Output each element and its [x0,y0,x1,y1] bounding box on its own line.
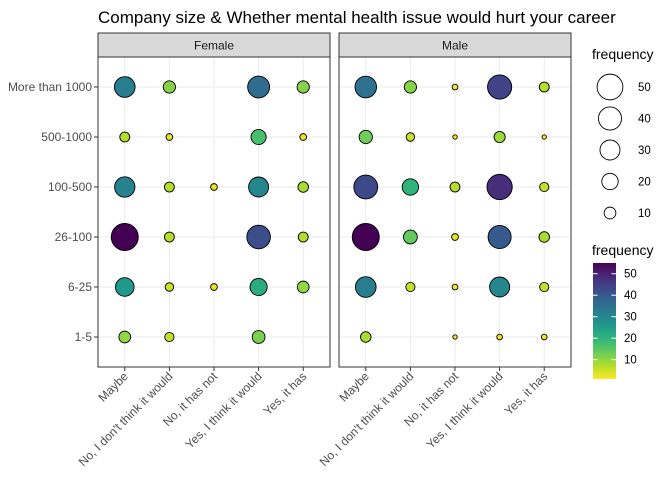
point-female-100-500-yes-it-has [297,181,309,193]
point-male-6-25-maybe [354,276,377,298]
point-male-500-1000-yes-it-has [541,134,547,140]
point-female-6-25-yes-it-has [296,280,310,294]
point-male-1-5-maybe [360,331,372,343]
point-female-500-1000-yes-it-has [299,133,308,141]
point-male-100-500-yes-it-has [539,181,550,193]
y-axis: 1-5 6-25 26-100 100-500 500-1000 More than 10… [8,80,98,344]
point-female-1-5-maybe [118,330,132,344]
point-male-more-than-1000-maybe [354,75,378,99]
point-male-1-5-yes-it-has [540,333,548,341]
point-male-500-1000-no-it-has-not [452,134,458,140]
point-female-100-500-maybe [114,176,136,198]
point-female-6-25-no-i-don-t-think-it-would [164,282,175,292]
point-male-26-100-maybe [351,223,380,251]
point-female-500-1000-no-i-don-t-think-it-would [165,133,174,141]
chart-title: Company size & Whether mental health iss… [98,8,616,27]
point-male-1-5-no-it-has-not [452,334,458,340]
point-male-26-100-yes-it-has [538,231,550,243]
x-tick-label: Yes, it has [502,369,551,418]
color-legend-label: 20 [624,333,637,345]
point-female-6-25-no-it-has-not [210,283,218,291]
y-tick-label: 100-500 [48,180,92,194]
point-female-500-1000-yes-i-think-it-would [250,128,267,146]
size-legend: frequency 50 40 30 20 10 [592,46,653,220]
y-tick-label: 26-100 [55,230,93,244]
point-male-100-500-no-i-don-t-think-it-would [401,178,420,196]
point-male-26-100-no-i-don-t-think-it-would [403,229,418,245]
point-male-500-1000-yes-i-think-it-would [493,130,506,144]
colorbar [593,263,616,379]
size-legend-label: 30 [638,145,651,157]
facet-strip [338,32,572,58]
point-female-100-500-yes-i-think-it-would [248,176,270,198]
point-female-100-500-no-i-don-t-think-it-would [163,181,175,193]
point-female-more-than-1000-no-i-don-t-think-it-would [162,80,176,94]
point-female-500-1000-maybe [119,131,131,143]
point-male-500-1000-maybe [358,129,373,145]
size-legend-key [601,172,619,191]
point-female-1-5-no-i-don-t-think-it-would [164,331,175,343]
y-tick-label: 500-1000 [41,130,92,144]
facet-strip-label: Female [194,39,234,53]
size-legend-title: frequency [592,46,653,62]
point-male-100-500-maybe [353,174,379,200]
x-tick-label: Maybe [96,369,132,405]
point-male-more-than-1000-no-it-has-not [451,83,459,91]
size-legend-key [599,139,621,161]
point-female-1-5-yes-i-think-it-would [251,330,266,344]
size-legend-label: 40 [638,114,651,126]
point-male-6-25-yes-i-think-it-would [489,276,511,298]
point-male-more-than-1000-no-i-don-t-think-it-would [403,80,417,94]
x-tick-label: Yes, I think it would [183,369,265,451]
point-male-6-25-no-it-has-not [451,283,459,291]
y-tick-label: 1-5 [75,330,93,344]
point-male-6-25-yes-it-has [539,281,550,293]
x-tick-label: Yes, it has [261,369,310,418]
point-female-more-than-1000-yes-it-has [296,80,310,94]
facet-strip [97,32,331,58]
point-male-100-500-yes-i-think-it-would [486,173,513,201]
size-legend-key [598,106,622,131]
size-legend-key [603,206,617,220]
size-legend-label: 50 [638,82,651,94]
size-legend-key [596,73,624,101]
facet-panels: Female Male [97,32,572,368]
point-female-6-25-yes-i-think-it-would [249,277,268,297]
point-female-26-100-no-i-don-t-think-it-would [163,231,175,243]
point-male-100-500-no-it-has-not [449,181,461,193]
point-male-26-100-yes-i-think-it-would [487,225,512,249]
point-female-more-than-1000-yes-i-think-it-would [247,75,271,99]
point-male-500-1000-no-i-don-t-think-it-would [405,132,416,142]
color-legend: frequency 50 40 30 20 10 [592,242,653,379]
y-tick-label: 6-25 [68,280,92,294]
point-female-6-25-maybe [114,277,135,297]
point-male-6-25-no-i-don-t-think-it-would [405,281,416,293]
point-male-26-100-no-it-has-not [451,233,459,241]
color-legend-label: 50 [624,269,637,281]
panel-female: Female [97,32,331,368]
x-tick-label: Yes, I think it would [424,369,506,451]
size-legend-label: 20 [638,177,651,189]
point-female-26-100-yes-it-has [297,231,309,243]
size-legend-label: 10 [638,208,651,220]
point-male-more-than-1000-yes-i-think-it-would [487,74,513,100]
y-tick-label: More than 1000 [8,80,92,94]
facet-strip-label: Male [442,39,468,53]
point-female-26-100-yes-i-think-it-would [246,224,271,250]
point-female-more-than-1000-maybe [113,76,136,98]
point-male-1-5-yes-i-think-it-would [496,333,503,341]
color-legend-label: 30 [624,312,637,324]
point-female-100-500-no-it-has-not [210,183,218,191]
point-male-more-than-1000-yes-it-has [538,81,550,93]
color-legend-label: 10 [624,355,637,367]
color-legend-title: frequency [592,242,653,258]
color-legend-label: 40 [624,290,637,302]
x-tick-label: Maybe [337,369,373,405]
panel-male: Male [338,32,572,368]
point-female-26-100-maybe [110,223,139,251]
